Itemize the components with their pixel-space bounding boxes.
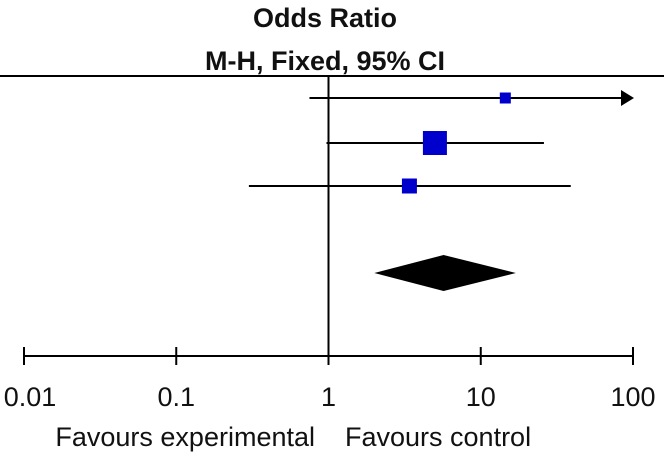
x-tick-label: 0.01: [4, 382, 57, 412]
ci-arrow-right: [621, 90, 634, 106]
forest-marks: [248, 76, 634, 356]
x-tick-label: 0.1: [157, 382, 195, 412]
favours-left-label: Favours experimental: [55, 422, 315, 452]
chart-title: Odds Ratio: [253, 3, 397, 33]
study-marker: [401, 178, 417, 194]
favours-right-label: Favours control: [345, 422, 531, 452]
x-tick-label: 10: [466, 382, 496, 412]
study-marker: [422, 131, 447, 155]
pooled-diamond: [374, 255, 516, 291]
study-marker: [499, 92, 511, 104]
x-axis: 0.01 0.1 1 10 100: [4, 347, 656, 412]
chart-subtitle: M-H, Fixed, 95% CI: [205, 46, 445, 76]
x-tick-label: 100: [610, 382, 655, 412]
x-tick-label: 1: [321, 382, 336, 412]
